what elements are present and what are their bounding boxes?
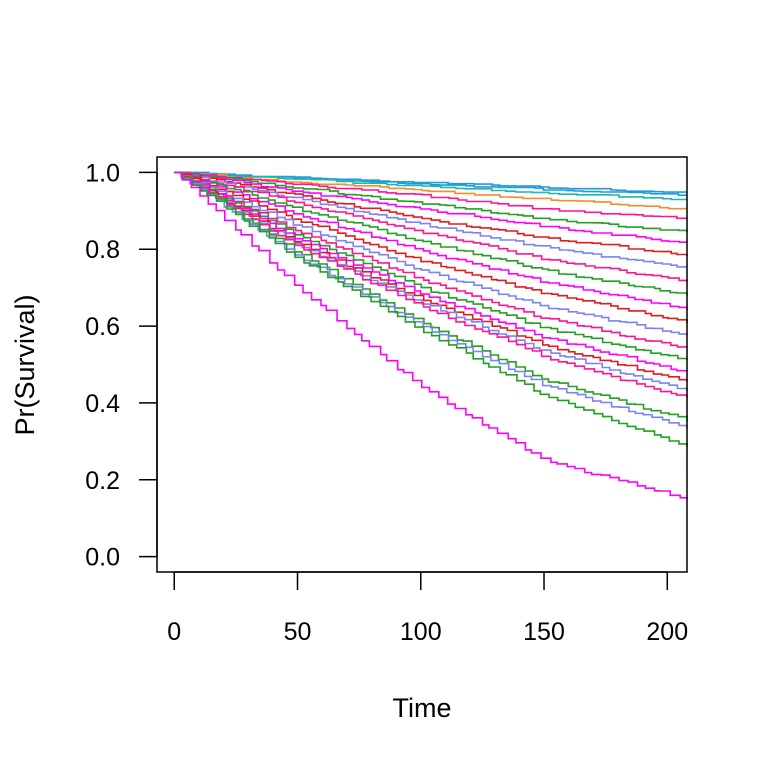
survival-curve bbox=[174, 171, 688, 399]
survival-curve bbox=[174, 171, 688, 233]
survival-curve bbox=[174, 171, 688, 324]
y-axis-title: Pr(Survival) bbox=[10, 294, 40, 435]
y-tick-label: 0.0 bbox=[85, 544, 120, 572]
survival-curve bbox=[174, 171, 688, 243]
x-axis: 0 50 100 150 200 bbox=[167, 571, 688, 646]
x-tick-label: 150 bbox=[523, 618, 565, 646]
survival-curve bbox=[174, 171, 688, 296]
survival-curves bbox=[174, 171, 688, 499]
y-tick-label: 0.6 bbox=[85, 313, 120, 341]
survival-curve bbox=[174, 171, 688, 220]
x-tick-label: 50 bbox=[284, 618, 312, 646]
survival-curve bbox=[174, 171, 688, 256]
survival-curve bbox=[174, 171, 688, 283]
x-tick-label: 0 bbox=[167, 618, 181, 646]
survival-curve bbox=[174, 171, 688, 268]
survival-curve bbox=[174, 171, 688, 336]
y-tick-label: 0.4 bbox=[85, 390, 120, 418]
y-tick-label: 1.0 bbox=[85, 159, 120, 187]
survival-curve bbox=[174, 171, 687, 201]
y-tick-label: 0.2 bbox=[85, 467, 120, 495]
x-tick-label: 100 bbox=[400, 618, 442, 646]
y-tick-label: 0.8 bbox=[85, 236, 120, 264]
y-axis: 0.0 0.2 0.4 0.6 0.8 1.0 bbox=[85, 159, 158, 572]
survival-curve bbox=[174, 171, 688, 499]
x-axis-title: Time bbox=[393, 693, 452, 723]
x-tick-label: 200 bbox=[646, 618, 688, 646]
survival-curve bbox=[174, 171, 688, 448]
